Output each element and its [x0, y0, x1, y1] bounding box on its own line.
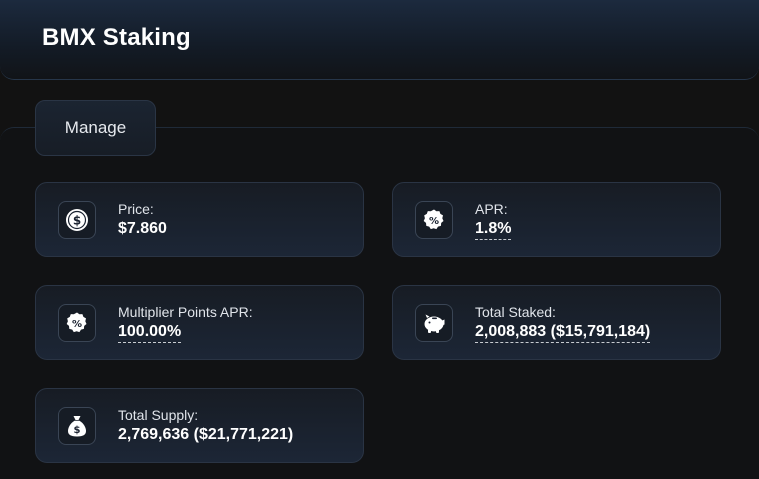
apr-value[interactable]: 1.8%	[475, 220, 512, 240]
multiplier-points-apr-value[interactable]: 100.00%	[118, 323, 182, 343]
svg-text:$: $	[74, 425, 81, 436]
total-supply-value: 2,769,636 ($21,771,221)	[118, 426, 294, 443]
page-header: BMX Staking	[0, 0, 759, 80]
total-staked-value[interactable]: 2,008,883 ($15,791,184)	[475, 323, 651, 343]
page-title: BMX Staking	[42, 24, 191, 51]
apr-label: APR:	[475, 201, 508, 217]
dollar-coin-icon: $	[58, 201, 96, 239]
svg-text:%: %	[429, 216, 439, 227]
money-bag-icon: $	[58, 407, 96, 445]
tab-manage[interactable]: Manage	[35, 100, 156, 156]
total-supply-card: $ Total Supply: 2,769,636 ($21,771,221)	[35, 388, 364, 463]
piggy-bank-icon	[415, 304, 453, 342]
svg-text:%: %	[72, 319, 82, 330]
price-label: Price:	[118, 201, 154, 217]
total-staked-label: Total Staked:	[475, 304, 556, 320]
price-card: $ Price: $7.860	[35, 182, 364, 257]
svg-text:$: $	[73, 214, 81, 228]
total-supply-label: Total Supply:	[118, 407, 199, 423]
multiplier-points-apr-card: % Multiplier Points APR: 100.00%	[35, 285, 364, 360]
percent-badge-icon: %	[58, 304, 96, 342]
multiplier-points-apr-label: Multiplier Points APR:	[118, 304, 253, 320]
price-value: $7.860	[118, 220, 167, 237]
total-staked-card: Total Staked: 2,008,883 ($15,791,184)	[392, 285, 721, 360]
apr-card: % APR: 1.8%	[392, 182, 721, 257]
percent-badge-icon: %	[415, 201, 453, 239]
